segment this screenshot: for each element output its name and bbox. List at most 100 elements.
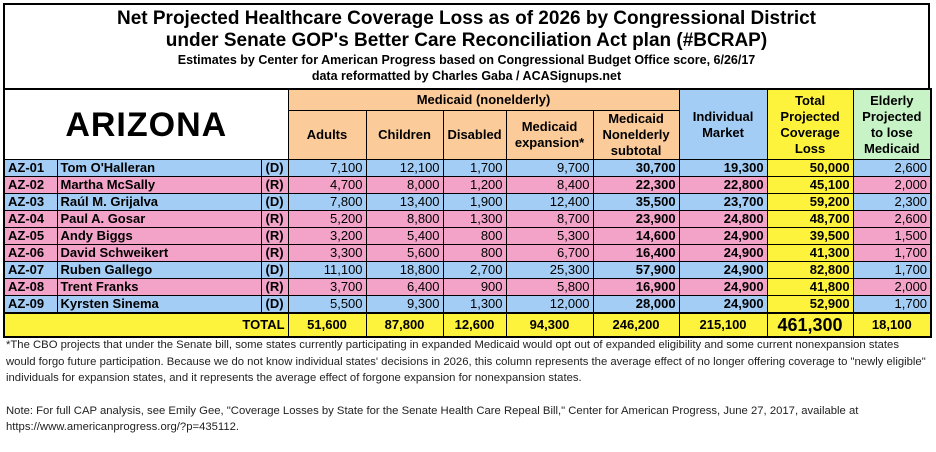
- cell-expansion: 12,400: [505, 193, 594, 211]
- title-block: Net Projected Healthcare Coverage Loss a…: [3, 3, 930, 88]
- cell-name: David Schweikert: [56, 244, 262, 262]
- cell-subtotal: 22,300: [592, 176, 680, 194]
- cell-individual: 24,900: [678, 278, 768, 296]
- cell-disabled: 1,300: [442, 210, 507, 228]
- cell-individual: 24,900: [678, 261, 768, 279]
- cell-disabled: 1,900: [442, 193, 507, 211]
- cell-subtotal: 30,700: [592, 159, 680, 177]
- cell-adults: 7,800: [287, 193, 367, 211]
- coverage-table: ARIZONA Medicaid (nonelderly) Individual…: [3, 88, 933, 338]
- subtitle-source: Estimates by Center for American Progres…: [177, 53, 756, 67]
- footnote-asterisk: *The CBO projects that under the Senate …: [6, 339, 926, 384]
- cell-subtotal: 23,900: [592, 210, 680, 228]
- cell-expansion: 8,400: [505, 176, 594, 194]
- title-line-2: under Senate GOP's Better Care Reconcili…: [165, 30, 768, 51]
- spreadsheet: Net Projected Healthcare Coverage Loss a…: [3, 3, 933, 433]
- cell-party: (D): [260, 193, 289, 211]
- header-elderly: Elderly Projected to lose Medicaid: [852, 88, 932, 160]
- cell-adults: 3,700: [287, 278, 367, 296]
- cell-name: Andy Biggs: [56, 227, 262, 245]
- cell-children: 6,400: [365, 278, 444, 296]
- cell-expansion: 25,300: [505, 261, 594, 279]
- cell-elderly: 2,600: [852, 210, 932, 228]
- cell-expansion: 9,700: [505, 159, 594, 177]
- cell-party: (R): [260, 278, 289, 296]
- table-row: AZ-02 Martha McSally (R) 4,700 8,000 1,200 8,4…: [3, 176, 932, 194]
- cell-district: AZ-03: [3, 193, 58, 211]
- cell-expansion: 5,300: [505, 227, 594, 245]
- total-adults: 51,600: [287, 312, 367, 338]
- total-row: TOTAL 51,600 87,800 12,600 94,300 246,200 215,…: [3, 312, 932, 338]
- footnote-source: Note: For full CAP analysis, see Emily G…: [6, 404, 859, 434]
- cell-name: Tom O'Halleran: [56, 159, 262, 177]
- title-line-1: Net Projected Healthcare Coverage Loss a…: [116, 8, 817, 29]
- header-total: Total Projected Coverage Loss: [766, 88, 854, 160]
- header-adults: Adults: [287, 110, 367, 160]
- total-disabled: 12,600: [442, 312, 507, 338]
- cell-individual: 24,900: [678, 244, 768, 262]
- cell-district: AZ-01: [3, 159, 58, 177]
- cell-total: 48,700: [766, 210, 854, 228]
- cell-elderly: 2,300: [852, 193, 932, 211]
- cell-party: (R): [260, 244, 289, 262]
- cell-district: AZ-08: [3, 278, 58, 296]
- cell-adults: 11,100: [287, 261, 367, 279]
- header-disabled: Disabled: [442, 110, 507, 160]
- cell-district: AZ-06: [3, 244, 58, 262]
- cell-individual: 19,300: [678, 159, 768, 177]
- cell-individual: 24,900: [678, 227, 768, 245]
- header-children: Children: [365, 110, 444, 160]
- cell-adults: 7,100: [287, 159, 367, 177]
- total-label: TOTAL: [3, 312, 289, 338]
- cell-children: 5,400: [365, 227, 444, 245]
- cell-disabled: 800: [442, 227, 507, 245]
- cell-elderly: 1,700: [852, 295, 932, 314]
- cell-subtotal: 28,000: [592, 295, 680, 314]
- cell-district: AZ-02: [3, 176, 58, 194]
- cell-party: (R): [260, 210, 289, 228]
- table-row: AZ-07 Ruben Gallego (D) 11,100 18,800 2,700 25…: [3, 261, 932, 279]
- cell-total: 52,900: [766, 295, 854, 314]
- header-subtotal: Medicaid Nonelderly subtotal: [592, 110, 680, 160]
- cell-elderly: 1,500: [852, 227, 932, 245]
- cell-children: 5,600: [365, 244, 444, 262]
- table-row: AZ-05 Andy Biggs (R) 3,200 5,400 800 5,300 14,6…: [3, 227, 932, 245]
- cell-subtotal: 16,900: [592, 278, 680, 296]
- cell-elderly: 2,600: [852, 159, 932, 177]
- cell-individual: 23,700: [678, 193, 768, 211]
- total-subtotal: 246,200: [592, 312, 680, 338]
- cell-disabled: 1,200: [442, 176, 507, 194]
- cell-total: 41,800: [766, 278, 854, 296]
- cell-district: AZ-09: [3, 295, 58, 314]
- table-row: AZ-06 David Schweikert (R) 3,300 5,600 800 6,7…: [3, 244, 932, 262]
- cell-adults: 3,200: [287, 227, 367, 245]
- cell-children: 9,300: [365, 295, 444, 314]
- cell-children: 12,100: [365, 159, 444, 177]
- cell-name: Raúl M. Grijalva: [56, 193, 262, 211]
- cell-disabled: 2,700: [442, 261, 507, 279]
- cell-adults: 4,700: [287, 176, 367, 194]
- cell-adults: 5,500: [287, 295, 367, 314]
- cell-disabled: 800: [442, 244, 507, 262]
- cell-expansion: 12,000: [505, 295, 594, 314]
- cell-name: Ruben Gallego: [56, 261, 262, 279]
- cell-expansion: 6,700: [505, 244, 594, 262]
- cell-party: (D): [260, 159, 289, 177]
- table-row: AZ-01 Tom O'Halleran (D) 7,100 12,100 1,700 9,…: [3, 159, 932, 177]
- cell-subtotal: 14,600: [592, 227, 680, 245]
- cell-total: 50,000: [766, 159, 854, 177]
- cell-adults: 3,300: [287, 244, 367, 262]
- cell-elderly: 2,000: [852, 278, 932, 296]
- cell-expansion: 8,700: [505, 210, 594, 228]
- cell-children: 18,800: [365, 261, 444, 279]
- cell-children: 13,400: [365, 193, 444, 211]
- state-name: ARIZONA: [3, 88, 289, 160]
- table-row: AZ-09 Kyrsten Sinema (D) 5,500 9,300 1,300 12,…: [3, 295, 932, 314]
- table-row: AZ-04 Paul A. Gosar (R) 5,200 8,800 1,300 8,70…: [3, 210, 932, 228]
- cell-individual: 24,800: [678, 210, 768, 228]
- cell-party: (R): [260, 227, 289, 245]
- cell-name: Trent Franks: [56, 278, 262, 296]
- cell-total: 82,800: [766, 261, 854, 279]
- cell-elderly: 1,700: [852, 261, 932, 279]
- header-expansion: Medicaid expansion*: [505, 110, 594, 160]
